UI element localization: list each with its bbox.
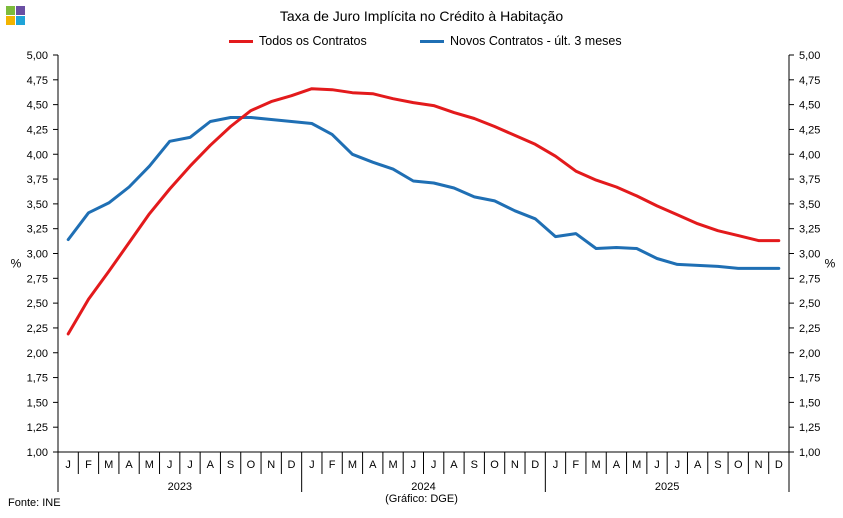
x-month-label: O xyxy=(490,459,499,471)
x-month-label: N xyxy=(755,459,763,471)
y-tick-label-left: 4,50 xyxy=(27,100,48,112)
x-month-label: J xyxy=(187,459,193,471)
x-year-label: 2024 xyxy=(411,481,435,493)
y-tick-label-right: 2,00 xyxy=(799,348,820,360)
x-month-label: J xyxy=(411,459,417,471)
x-month-label: J xyxy=(553,459,559,471)
y-tick-label-right: 2,50 xyxy=(799,298,820,310)
x-month-label: J xyxy=(309,459,315,471)
y-tick-label-right: 3,50 xyxy=(799,199,820,211)
x-month-label: A xyxy=(369,459,377,471)
y-tick-label-left: 2,50 xyxy=(27,298,48,310)
y-tick-label-left: 5,00 xyxy=(27,50,48,62)
x-month-label: D xyxy=(775,459,783,471)
y-tick-label-left: 4,75 xyxy=(27,75,48,87)
x-month-label: S xyxy=(714,459,721,471)
x-month-label: J xyxy=(654,459,660,471)
y-tick-label-right: 2,25 xyxy=(799,323,820,335)
x-month-label: D xyxy=(531,459,539,471)
x-month-label: F xyxy=(85,459,92,471)
graphic-credit: (Gráfico: DGE) xyxy=(385,493,458,505)
y-tick-label-right: 3,75 xyxy=(799,174,820,186)
logo-square-3 xyxy=(6,16,15,25)
y-tick-label-left: 2,00 xyxy=(27,348,48,360)
x-year-label: 2025 xyxy=(655,481,679,493)
x-month-label: J xyxy=(675,459,681,471)
y-tick-label-left: 1,75 xyxy=(27,373,48,385)
x-month-label: A xyxy=(450,459,458,471)
x-month-label: A xyxy=(125,459,133,471)
x-month-label: D xyxy=(288,459,296,471)
ine-logo-icon xyxy=(6,6,26,26)
chart-legend: Todos os Contratos Novos Contratos - últ… xyxy=(0,34,843,52)
y-tick-label-right: 1,25 xyxy=(799,422,820,434)
logo-square-1 xyxy=(6,6,15,15)
y-tick-label-left: 3,00 xyxy=(27,249,48,261)
y-tick-label-right: 1,50 xyxy=(799,397,820,409)
x-month-label: A xyxy=(694,459,702,471)
x-month-label: M xyxy=(592,459,601,471)
x-month-label: N xyxy=(267,459,275,471)
x-month-label: J xyxy=(167,459,173,471)
x-month-label: M xyxy=(145,459,154,471)
x-month-label: O xyxy=(734,459,743,471)
y-tick-label-left: 4,00 xyxy=(27,149,48,161)
legend-label-novos: Novos Contratos - últ. 3 meses xyxy=(450,34,622,48)
y-tick-label-right: 3,25 xyxy=(799,224,820,236)
y-tick-label-right: 1,00 xyxy=(799,447,820,459)
x-month-label: A xyxy=(613,459,621,471)
x-month-label: S xyxy=(227,459,234,471)
x-month-label: M xyxy=(104,459,113,471)
y-tick-label-right: 3,00 xyxy=(799,249,820,261)
y-tick-label-left: 3,75 xyxy=(27,174,48,186)
y-tick-label-left: 3,50 xyxy=(27,199,48,211)
x-month-label: F xyxy=(572,459,579,471)
y-tick-label-right: 4,75 xyxy=(799,75,820,87)
chart-title: Taxa de Juro Implícita no Crédito à Habi… xyxy=(279,8,564,24)
series-line-todos-contratos xyxy=(66,87,781,336)
y-axis-label-right: % xyxy=(825,256,836,270)
y-tick-label-right: 4,25 xyxy=(799,124,820,136)
y-axis-label-left: % xyxy=(11,256,22,270)
y-tick-label-left: 1,00 xyxy=(27,447,48,459)
logo-square-2 xyxy=(16,6,25,15)
x-month-label: J xyxy=(65,459,71,471)
x-month-label: M xyxy=(632,459,641,471)
x-month-label: A xyxy=(207,459,215,471)
y-tick-label-right: 5,00 xyxy=(799,50,820,62)
y-tick-label-left: 4,25 xyxy=(27,124,48,136)
series-line-novos-contratos xyxy=(66,116,781,270)
x-year-label: 2023 xyxy=(168,481,192,493)
y-tick-label-right: 4,50 xyxy=(799,100,820,112)
y-tick-label-left: 1,25 xyxy=(27,422,48,434)
y-tick-label-right: 4,00 xyxy=(799,149,820,161)
x-month-label: J xyxy=(431,459,437,471)
x-month-label: M xyxy=(388,459,397,471)
y-tick-label-left: 3,25 xyxy=(27,224,48,236)
y-tick-label-right: 2,75 xyxy=(799,273,820,285)
y-tick-label-left: 2,75 xyxy=(27,273,48,285)
x-month-label: M xyxy=(348,459,357,471)
legend-item-novos: Novos Contratos - últ. 3 meses xyxy=(420,34,622,48)
legend-label-todos: Todos os Contratos xyxy=(259,34,367,48)
x-month-label: N xyxy=(511,459,519,471)
legend-swatch-novos xyxy=(420,39,444,43)
x-month-label: F xyxy=(329,459,336,471)
source-note: Fonte: INE xyxy=(8,497,61,509)
y-tick-label-left: 2,25 xyxy=(27,323,48,335)
y-tick-label-left: 1,50 xyxy=(27,397,48,409)
y-tick-label-right: 1,75 xyxy=(799,373,820,385)
x-month-label: O xyxy=(247,459,256,471)
logo-square-4 xyxy=(16,16,25,25)
legend-item-todos: Todos os Contratos xyxy=(229,34,367,48)
x-month-label: S xyxy=(471,459,478,471)
legend-swatch-todos xyxy=(229,39,253,43)
